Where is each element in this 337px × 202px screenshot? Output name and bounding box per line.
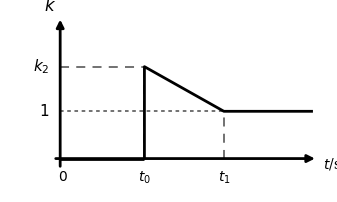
Text: $k_2$: $k_2$ (33, 57, 49, 76)
Text: $t_1$: $t_1$ (217, 170, 230, 186)
Text: $t_0$: $t_0$ (138, 170, 151, 186)
Text: $1$: $1$ (39, 103, 49, 119)
Text: $t$/s: $t$/s (323, 156, 337, 172)
Text: $k$: $k$ (44, 0, 57, 16)
Text: $0$: $0$ (58, 170, 67, 184)
